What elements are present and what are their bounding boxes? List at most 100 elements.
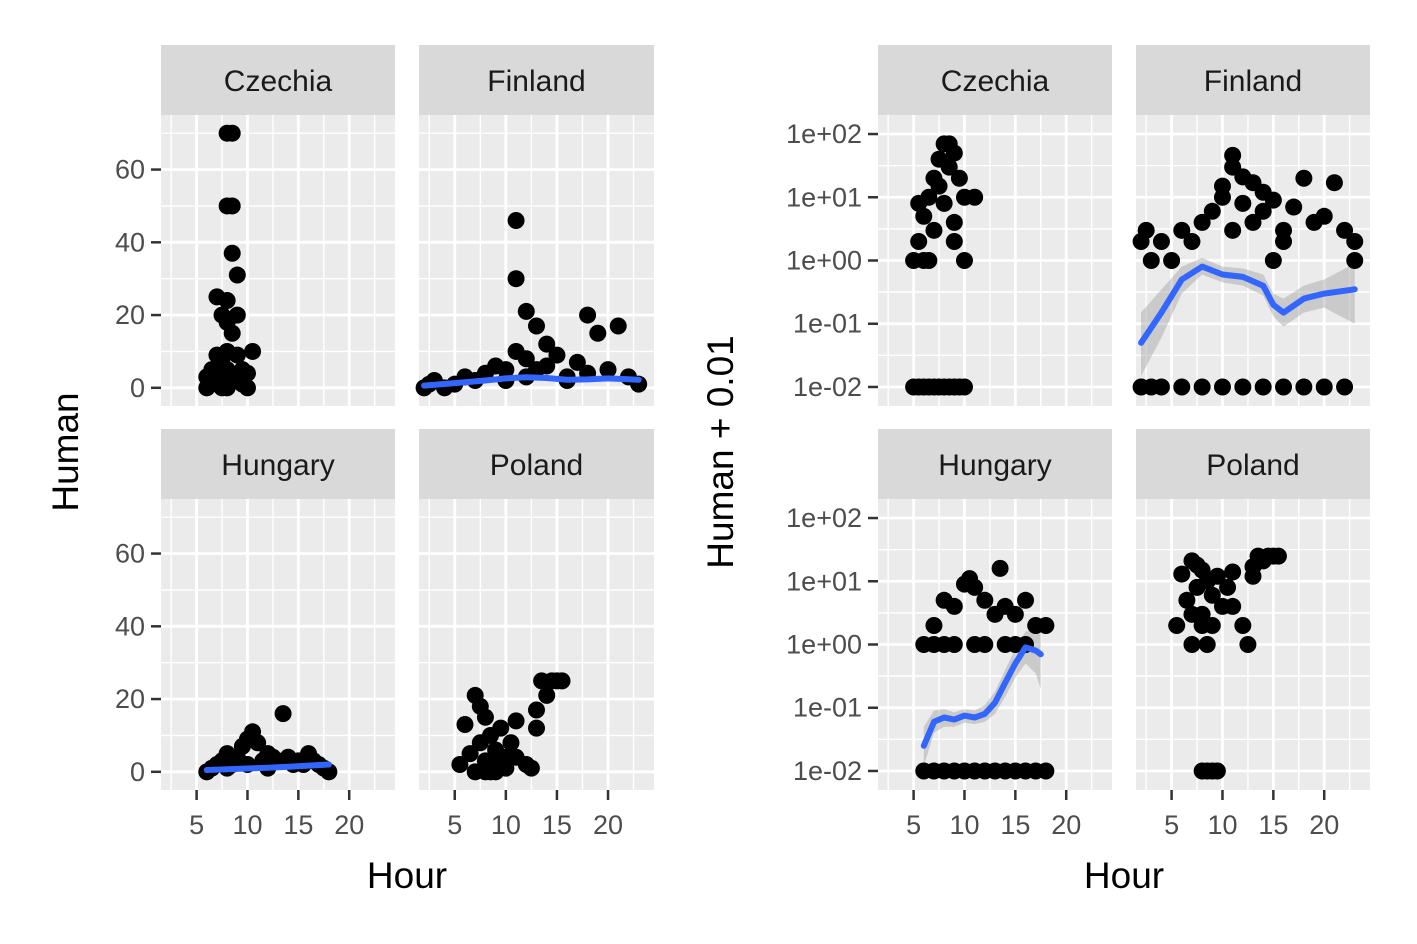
- data-point: [589, 324, 607, 342]
- facet-strip: [161, 429, 395, 499]
- data-point: [517, 302, 535, 320]
- facet-strip-label: Czechia: [941, 65, 1050, 98]
- data-point: [1234, 378, 1252, 396]
- data-point: [507, 712, 525, 730]
- data-point: [945, 636, 963, 653]
- data-point: [935, 194, 953, 212]
- data-point: [1336, 378, 1354, 396]
- data-point: [233, 375, 251, 393]
- data-point: [208, 288, 226, 306]
- facet-strip-label: Poland: [490, 449, 583, 482]
- data-point: [1224, 146, 1242, 164]
- x-tick-label: 5: [189, 810, 204, 840]
- data-point: [1224, 221, 1242, 239]
- data-point: [1254, 378, 1272, 396]
- data-point: [553, 672, 571, 690]
- facet-panel-czechia: Czechia 0 20 40 60: [115, 45, 395, 406]
- data-point: [1219, 578, 1237, 596]
- data-point: [198, 368, 216, 386]
- data-point: [955, 378, 973, 396]
- x-tick-label: 15: [542, 810, 572, 840]
- data-point: [528, 719, 545, 737]
- data-point: [925, 636, 943, 653]
- data-point: [1285, 198, 1303, 216]
- data-point: [930, 177, 948, 195]
- data-point: [507, 211, 525, 229]
- data-point: [1183, 232, 1201, 250]
- facet-panel-hungary: Hungary 1e-02 1e-01 1e+00 1e+01 1e+02 5 10 15 20: [786, 429, 1112, 840]
- smooth-line: [421, 374, 642, 389]
- facet-strip: [419, 429, 654, 499]
- x-tick-label: 5: [447, 810, 462, 840]
- data-point: [208, 346, 226, 364]
- data-point: [925, 616, 943, 634]
- data-point: [507, 270, 525, 288]
- data-point: [1213, 177, 1231, 195]
- panel-background: [161, 499, 395, 790]
- data-point: [991, 559, 1009, 577]
- data-point: [920, 252, 938, 269]
- data-point: [955, 252, 973, 269]
- data-point: [945, 144, 963, 162]
- x-axis-title: Hour: [1084, 855, 1164, 896]
- y-tick-label: 60: [115, 539, 145, 569]
- data-point: [502, 734, 520, 752]
- data-point: [1173, 565, 1191, 583]
- data-point: [1295, 378, 1313, 396]
- facet-panel-finland: Finland: [415, 45, 654, 406]
- facet-strip: [161, 45, 395, 115]
- data-point: [1208, 762, 1226, 780]
- data-point: [1275, 232, 1293, 250]
- panel-background: [419, 499, 654, 790]
- data-point: [1224, 563, 1242, 581]
- y-tick-label: 1e+00: [786, 246, 862, 276]
- data-point: [1269, 547, 1287, 565]
- data-point: [538, 686, 556, 704]
- data-point: [1346, 252, 1364, 269]
- data-point: [1198, 636, 1216, 653]
- data-point: [548, 346, 566, 364]
- data-point: [1275, 378, 1293, 396]
- data-point: [1336, 221, 1354, 239]
- data-point: [1346, 232, 1364, 250]
- facet-strip: [1136, 429, 1370, 499]
- data-point: [1037, 616, 1055, 634]
- data-point: [950, 169, 968, 187]
- data-point: [1234, 616, 1252, 634]
- confidence-band: [923, 622, 1041, 766]
- data-point: [609, 317, 627, 335]
- data-point: [228, 266, 246, 284]
- data-point: [497, 361, 515, 379]
- data-point: [528, 317, 545, 335]
- x-tick-label: 15: [283, 810, 313, 840]
- y-tick-label: 1e+02: [786, 119, 862, 149]
- data-point: [1193, 213, 1211, 231]
- data-point: [910, 194, 928, 212]
- data-point: [1137, 221, 1155, 239]
- y-tick-label: 1e-01: [793, 309, 862, 339]
- data-point: [1264, 252, 1282, 269]
- facet-strip-label: Finland: [1204, 65, 1302, 98]
- data-point: [213, 379, 231, 397]
- y-tick-label: 1e-02: [793, 756, 862, 786]
- y-tick-label: 1e+01: [786, 566, 862, 596]
- data-point: [538, 357, 556, 375]
- y-tick-label: 40: [115, 611, 145, 641]
- data-point: [1239, 636, 1257, 653]
- data-point: [223, 197, 241, 215]
- data-point: [1183, 636, 1201, 653]
- x-tick-label: 20: [1051, 810, 1081, 840]
- data-point: [579, 306, 597, 324]
- facet-strip: [878, 429, 1112, 499]
- data-point: [1173, 378, 1191, 396]
- facet-panel-czechia: Czechia 1e-02 1e-01 1e+00 1e+01 1e+02: [786, 45, 1112, 406]
- y-axis-title: Human: [45, 392, 86, 511]
- data-point: [1234, 194, 1252, 212]
- data-point: [1208, 567, 1226, 585]
- data-point: [228, 306, 246, 324]
- data-point: [1224, 597, 1242, 615]
- data-point: [476, 708, 494, 726]
- data-point: [1006, 636, 1024, 653]
- x-axis-title: Hour: [367, 855, 447, 896]
